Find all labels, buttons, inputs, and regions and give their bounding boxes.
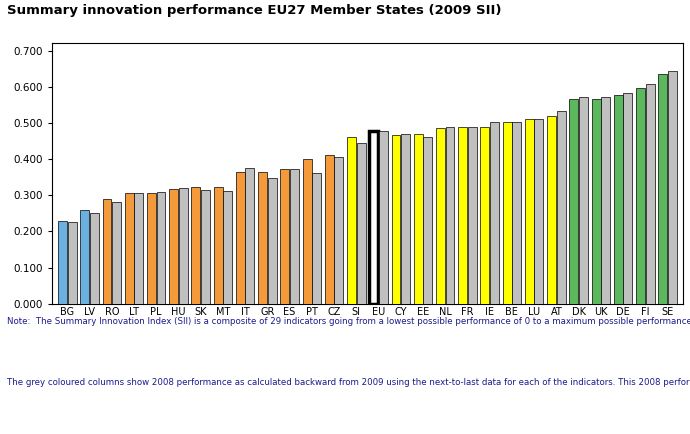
- Bar: [112, 202, 121, 304]
- Bar: [68, 222, 77, 304]
- Bar: [246, 168, 255, 304]
- Bar: [58, 221, 67, 304]
- Bar: [325, 155, 334, 304]
- Bar: [224, 191, 232, 304]
- Bar: [579, 97, 588, 304]
- Bar: [369, 131, 378, 304]
- Bar: [214, 187, 223, 304]
- Bar: [480, 127, 489, 304]
- Bar: [535, 118, 544, 304]
- Bar: [169, 189, 178, 304]
- Bar: [103, 199, 112, 304]
- Bar: [414, 134, 423, 304]
- Bar: [80, 210, 89, 304]
- Bar: [623, 93, 632, 304]
- Bar: [668, 71, 677, 304]
- Text: Summary innovation performance EU27 Member States (2009 SII): Summary innovation performance EU27 Memb…: [7, 4, 502, 17]
- Bar: [280, 169, 289, 304]
- Bar: [446, 127, 455, 304]
- Text: The grey coloured columns show 2008 performance as calculated backward from 2009: The grey coloured columns show 2008 perf…: [7, 378, 690, 387]
- Bar: [90, 213, 99, 304]
- Bar: [347, 137, 356, 304]
- Bar: [147, 193, 156, 304]
- Bar: [357, 143, 366, 304]
- Bar: [601, 97, 610, 304]
- Bar: [379, 131, 388, 304]
- Bar: [401, 134, 410, 304]
- Bar: [436, 128, 445, 304]
- Bar: [268, 178, 277, 304]
- Bar: [591, 99, 600, 304]
- Bar: [179, 188, 188, 304]
- Text: Note:  The Summary Innovation Index (SII) is a composite of 29 indicators going : Note: The Summary Innovation Index (SII)…: [7, 317, 690, 326]
- Bar: [201, 190, 210, 304]
- Bar: [569, 99, 578, 304]
- Bar: [503, 122, 511, 304]
- Bar: [614, 95, 623, 304]
- Bar: [646, 84, 655, 304]
- Bar: [525, 119, 534, 304]
- Bar: [303, 159, 311, 304]
- Bar: [125, 193, 134, 304]
- Bar: [512, 122, 521, 304]
- Bar: [468, 127, 477, 304]
- Bar: [236, 172, 245, 304]
- Bar: [547, 116, 556, 304]
- Bar: [312, 173, 321, 304]
- Bar: [135, 194, 144, 304]
- Bar: [557, 112, 566, 304]
- Bar: [290, 169, 299, 304]
- Bar: [391, 135, 400, 304]
- Bar: [157, 192, 166, 304]
- Bar: [636, 88, 645, 304]
- Bar: [490, 122, 499, 304]
- Bar: [458, 127, 467, 304]
- Bar: [335, 157, 344, 304]
- Bar: [658, 74, 667, 304]
- Bar: [191, 187, 200, 304]
- Bar: [424, 137, 432, 304]
- Bar: [258, 172, 267, 304]
